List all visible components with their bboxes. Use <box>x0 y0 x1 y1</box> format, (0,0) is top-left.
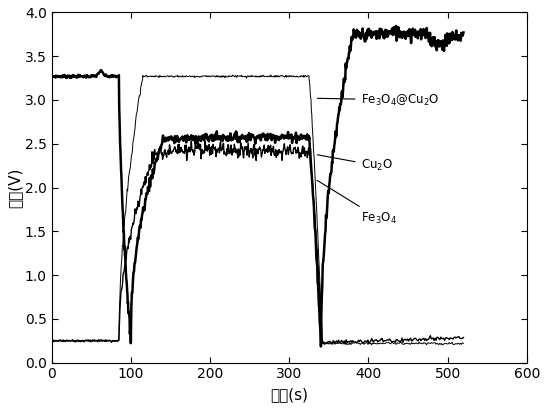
Text: $\rm Cu_2O$: $\rm Cu_2O$ <box>317 155 393 173</box>
X-axis label: 时间(s): 时间(s) <box>270 387 308 402</box>
Y-axis label: 电压(V): 电压(V) <box>7 167 22 208</box>
Text: $\rm Fe_3O_4@Cu_2O$: $\rm Fe_3O_4@Cu_2O$ <box>317 92 439 108</box>
Text: $\rm Fe_3O_4$: $\rm Fe_3O_4$ <box>317 180 397 226</box>
